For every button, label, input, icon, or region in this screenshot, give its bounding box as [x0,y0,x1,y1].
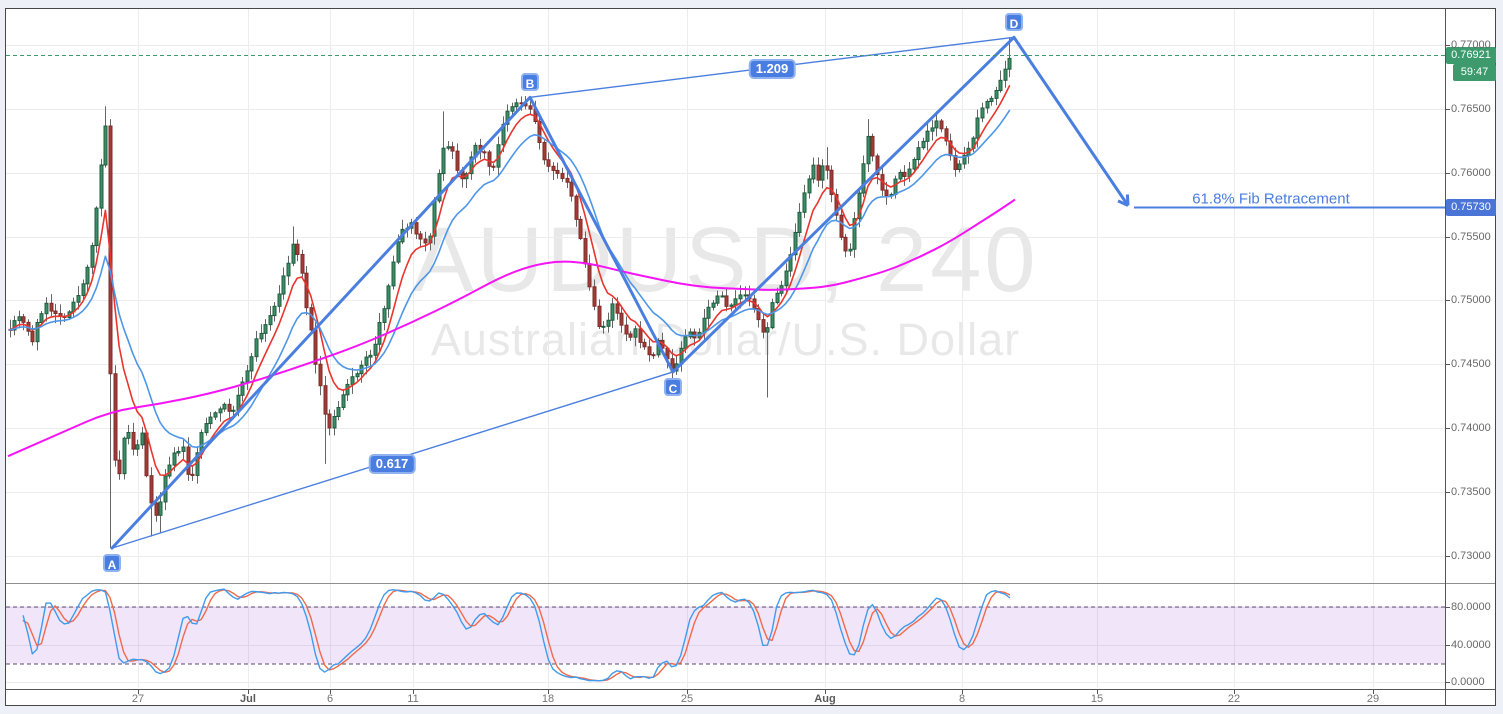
chart-canvas[interactable] [0,0,1503,714]
trading-chart-page: { "watermark": {"line1": "AUDUSD, 240", … [0,0,1503,714]
